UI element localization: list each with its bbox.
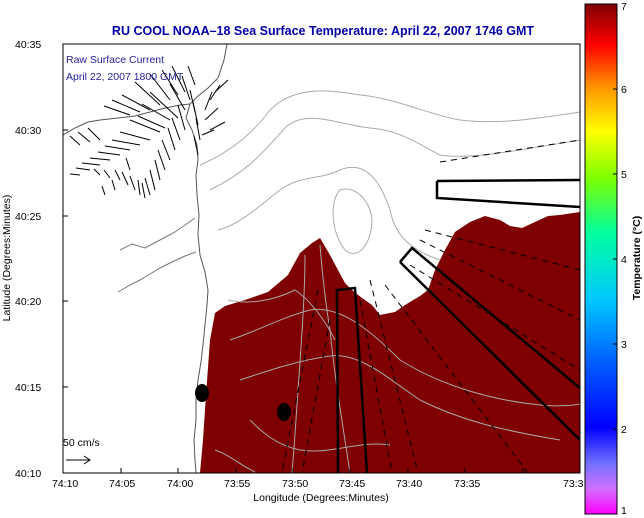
x-axis-label: Longitude (Degrees:Minutes)	[253, 492, 388, 504]
colorbar-tick-labels: 7 6 5 4 3 2 1	[621, 1, 627, 517]
colorbar-tick: 4	[621, 254, 627, 266]
x-tick: 73:50	[282, 478, 308, 490]
x-tick-labels: 74:10 74:05 74:00 73:55 73:50 73:45 73:4…	[52, 478, 584, 490]
plot-area: Raw Surface Current April 22, 2007 1800 …	[63, 44, 580, 473]
axis-tick-marks	[62, 43, 524, 474]
x-tick: 74:00	[167, 478, 193, 490]
transect-lines	[335, 178, 580, 473]
bathymetry-contours	[199, 90, 580, 473]
y-tick: 40:20	[15, 296, 41, 308]
x-tick: 73:55	[224, 478, 250, 490]
colorbar-tick: 5	[621, 169, 627, 181]
x-tick: 74:10	[52, 478, 78, 490]
surface-current-vectors	[69, 65, 229, 199]
colorbar-tick: 3	[621, 339, 627, 351]
inset-line1: Raw Surface Current	[66, 54, 164, 66]
colorbar-tick: 7	[621, 1, 627, 13]
colorbar-tick: 2	[621, 424, 627, 436]
x-tick: 73:3	[563, 478, 584, 490]
scale-label: 50 cm/s	[63, 437, 100, 449]
y-axis-label: Latitude (Degrees:Minutes)	[1, 195, 13, 322]
station-marker-2	[277, 403, 291, 421]
x-tick: 73:40	[396, 478, 422, 490]
x-tick: 74:05	[109, 478, 135, 490]
inset-line2: April 22, 2007 1800 GMT	[66, 71, 184, 83]
plot-frame	[62, 43, 581, 474]
y-tick: 40:10	[15, 468, 41, 480]
x-tick: 73:35	[454, 478, 480, 490]
x-tick: 73:45	[339, 478, 365, 490]
station-marker-1	[195, 384, 209, 402]
y-tick-labels: 40:35 40:30 40:25 40:20 40:15 40:10	[15, 39, 41, 480]
map-title: RU COOL NOAA–18 Sea Surface Temperature:…	[112, 24, 535, 38]
scale-arrow	[66, 455, 91, 465]
colorbar-label: Temperature (°C)	[631, 216, 643, 301]
colorbar-ticks	[613, 3, 617, 515]
colorbar	[584, 3, 618, 515]
y-tick: 40:30	[15, 125, 41, 137]
y-tick: 40:25	[15, 211, 41, 223]
y-tick: 40:15	[15, 382, 41, 394]
y-tick: 40:35	[15, 39, 41, 51]
sst-field	[200, 212, 580, 473]
colorbar-tick: 1	[621, 505, 627, 517]
colorbar-tick: 6	[621, 84, 627, 96]
